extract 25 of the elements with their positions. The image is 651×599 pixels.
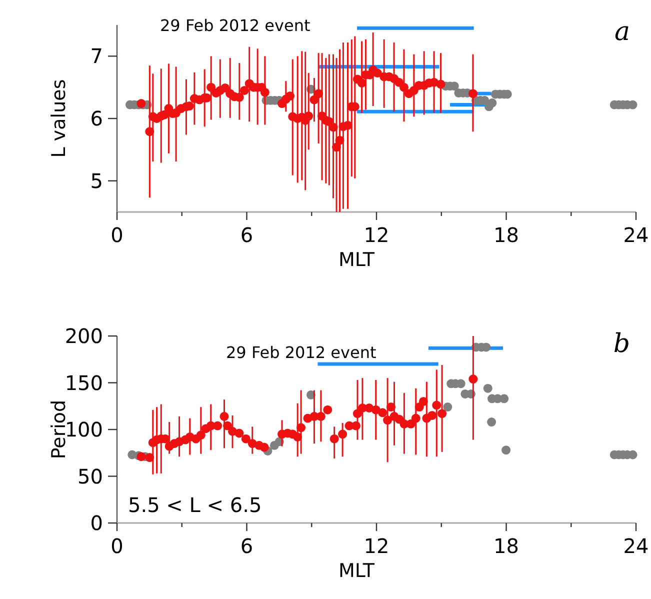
annotation: 29 Feb 2012 event bbox=[160, 16, 310, 35]
x-tick-label: 12 bbox=[364, 534, 390, 558]
x-tick-label: 24 bbox=[623, 534, 649, 558]
annotation: a bbox=[614, 17, 630, 47]
x-tick-label: 0 bbox=[110, 223, 124, 247]
y-tick-label: 0 bbox=[90, 511, 103, 535]
x-tick-label: 18 bbox=[494, 223, 519, 247]
x-tick-label: 6 bbox=[240, 223, 254, 247]
x-axis-title: MLT bbox=[338, 249, 375, 271]
x-axis-title: MLT bbox=[338, 560, 375, 582]
y-tick-label: 200 bbox=[64, 324, 103, 348]
y-axis-title: L values bbox=[48, 79, 70, 158]
y-tick-label: 7 bbox=[90, 44, 103, 68]
annotation: 29 Feb 2012 event bbox=[226, 343, 376, 362]
x-tick-label: 0 bbox=[110, 534, 124, 558]
y-tick-label: 50 bbox=[78, 464, 103, 488]
y-tick-label: 6 bbox=[90, 106, 103, 130]
x-tick-label: 6 bbox=[240, 534, 254, 558]
y-tick-label: 150 bbox=[64, 370, 103, 395]
annotation: 5.5 < L < 6.5 bbox=[128, 493, 262, 517]
x-tick-label: 12 bbox=[364, 223, 390, 247]
x-tick-label: 24 bbox=[623, 223, 649, 247]
x-tick-label: 18 bbox=[494, 534, 519, 558]
annotation: b bbox=[613, 329, 630, 359]
y-tick-label: 5 bbox=[90, 168, 103, 193]
